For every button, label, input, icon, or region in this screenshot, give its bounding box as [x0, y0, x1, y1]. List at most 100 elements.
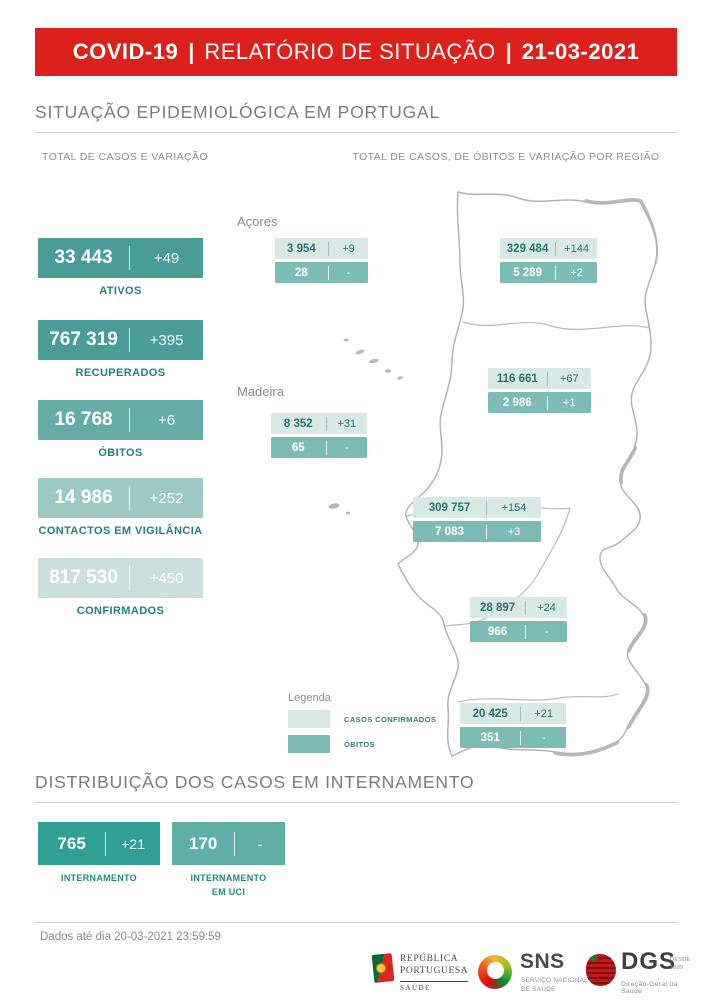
banner-date: 21-03-2021 — [521, 39, 640, 64]
sns-subtitle-line1: SERVIÇO NACIONAL — [521, 977, 588, 984]
deaths-delta: - — [346, 266, 351, 279]
cases-delta: +31 — [337, 417, 357, 430]
stat-delta: +450 — [149, 569, 184, 587]
section-title-epidemiology: SITUAÇÃO EPIDEMIOLÓGICA EM PORTUGAL — [35, 102, 677, 133]
deaths-delta: - — [544, 625, 549, 638]
divider — [129, 328, 131, 352]
deaths-value: 351 — [480, 731, 500, 744]
republica-portuguesa-flag-icon — [371, 953, 395, 983]
stat-box-confirmados: 817 530 +450 — [38, 558, 203, 598]
region-box-acores: 3 954 +9 28 - — [275, 238, 368, 283]
stat-box-contactos: 14 986 +252 — [38, 478, 203, 518]
cases-value: 3 954 — [287, 242, 316, 255]
region-label-acores: Açores — [237, 214, 278, 229]
legend-title: Legenda — [288, 692, 331, 704]
region-cases-row: 28 897 +24 — [470, 597, 567, 618]
region-deaths-row: 5 289 +2 — [500, 262, 597, 283]
stat-obitos: 16 768 +6 ÓBITOS — [38, 400, 203, 459]
divider — [129, 408, 131, 432]
divider — [546, 395, 548, 410]
cases-value: 20 425 — [472, 707, 508, 720]
dgs-subtitle: Direção-Geral da Saúde — [621, 981, 678, 995]
stat-value: 16 768 — [54, 409, 113, 430]
sns-abbr: SNS — [520, 950, 565, 973]
stat-contactos: 14 986 +252 CONTACTOS EM VIGILÂNCIA — [38, 478, 203, 537]
divider — [325, 416, 327, 431]
stat-delta: +252 — [149, 489, 184, 507]
stat-box-recuperados: 767 319 +395 — [38, 320, 203, 360]
banner-program: COVID-19 — [72, 39, 179, 64]
divider — [520, 730, 522, 745]
divider — [129, 566, 131, 590]
internment-uci-box-group: 170 - INTERNAMENTO EM UCI — [172, 822, 285, 899]
dgs-since: DESDE 1899 — [670, 956, 690, 973]
region-box-centro: 116 661 +67 2 986 +1 — [488, 368, 591, 413]
legend-row-deaths: ÓBITOS — [288, 735, 436, 753]
republica-portuguesa-logo-text: REPÚBLICA PORTUGUESA — [400, 954, 469, 982]
deaths-delta: - — [344, 441, 349, 454]
region-deaths-row: 7 083 +3 — [413, 521, 541, 542]
dgs-since-line2: 1899 — [670, 965, 684, 972]
cases-delta: +9 — [342, 242, 355, 255]
cases-value: 329 484 — [506, 242, 549, 255]
deaths-value: 5 289 — [513, 266, 542, 279]
deaths-value: 28 — [295, 266, 308, 279]
region-box-madeira: 8 352 +31 65 - — [271, 413, 367, 458]
stat-value: 767 319 — [49, 329, 118, 350]
region-deaths-row: 65 - — [271, 437, 367, 458]
sns-logo-icon — [478, 955, 512, 989]
cases-delta: +67 — [559, 372, 579, 385]
map-mainland-outline — [397, 191, 658, 757]
sns-subtitle: SERVIÇO NACIONAL DE SAÚDE — [521, 976, 588, 995]
azores-islands — [343, 338, 403, 380]
divider — [546, 371, 548, 386]
divider — [129, 486, 131, 510]
divider — [327, 241, 329, 256]
dgs-abbr: DGS — [621, 948, 677, 975]
portugal-map — [328, 191, 658, 757]
cases-delta: +21 — [534, 707, 553, 720]
stat-value: 817 530 — [49, 567, 118, 588]
internment-box: 765 +21 — [38, 822, 160, 865]
divider — [525, 624, 527, 639]
divider — [555, 265, 557, 280]
banner-separator: | — [188, 39, 195, 64]
region-cases-row: 309 757 +154 — [413, 497, 541, 518]
stat-value: 14 986 — [54, 487, 113, 508]
stat-label: RECUPERADOS — [75, 367, 166, 379]
map-legend: Legenda CASOS CONFIRMADOS ÓBITOS — [288, 692, 436, 760]
stat-label: CONTACTOS EM VIGILÂNCIA — [38, 525, 203, 537]
region-deaths-row: 966 - — [470, 621, 567, 642]
internment-value: 765 — [57, 833, 86, 853]
internment-delta: +21 — [121, 835, 145, 852]
cases-value: 116 661 — [496, 372, 538, 385]
region-cases-row: 116 661 +67 — [488, 368, 591, 389]
stat-value: 33 443 — [54, 247, 113, 268]
region-cases-row: 329 484 +144 — [500, 238, 597, 259]
legend-row-confirmed: CASOS CONFIRMADOS — [288, 710, 436, 728]
region-cases-row: 8 352 +31 — [271, 413, 367, 434]
deaths-value: 2 986 — [502, 396, 532, 409]
region-deaths-row: 351 - — [460, 727, 566, 748]
deaths-value: 966 — [487, 625, 508, 638]
divider — [485, 524, 487, 539]
region-deaths-row: 28 - — [275, 262, 368, 283]
legend-label-deaths: ÓBITOS — [344, 739, 376, 749]
stat-label: CONFIRMADOS — [76, 605, 165, 617]
sns-subtitle-line2: DE SAÚDE — [521, 986, 556, 994]
column-header-regions: TOTAL DE CASOS, DE ÓBITOS E VARIAÇÃO POR… — [352, 151, 660, 163]
republica-saude-label: SAÚDE — [400, 984, 431, 992]
deaths-delta: - — [541, 731, 546, 744]
banner-separator: | — [505, 39, 512, 64]
region-box-algarve: 20 425 +21 351 - — [460, 703, 566, 748]
region-cases-row: 3 954 +9 — [275, 238, 368, 259]
data-cutoff-note: Dados até dia 20-03-2021 23:59:59 — [40, 931, 221, 943]
madeira-islands — [328, 503, 351, 515]
legend-swatch-deaths — [288, 735, 330, 753]
internment-uci-box: 170 - — [172, 822, 285, 865]
stat-delta: +395 — [149, 331, 184, 349]
map-region-borders — [405, 321, 650, 703]
divider — [327, 265, 329, 280]
deaths-value: 65 — [291, 441, 305, 454]
